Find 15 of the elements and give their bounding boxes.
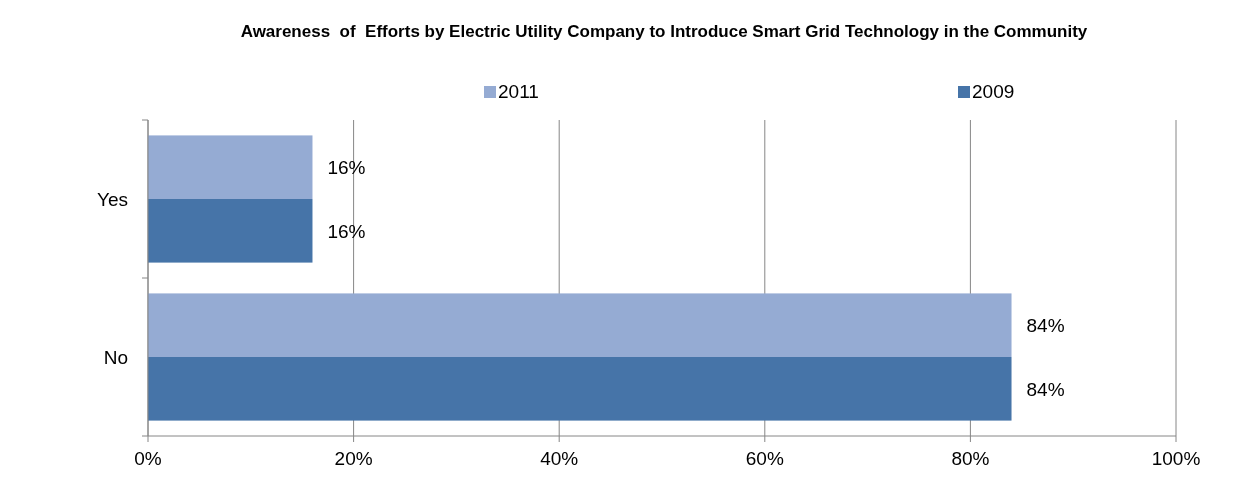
x-tick-label: 20%	[334, 448, 373, 469]
y-tick-label: No	[103, 347, 128, 368]
x-tick-label: 60%	[745, 448, 784, 469]
x-tick-label: 100%	[1151, 448, 1201, 469]
legend-label: 2011	[498, 81, 539, 102]
data-label: 16%	[327, 220, 366, 242]
legend-label: 2009	[972, 81, 1015, 102]
x-tick-label: 0%	[134, 448, 162, 469]
data-label: 16%	[327, 157, 366, 179]
y-tick-label: Yes	[97, 189, 128, 210]
chart-title: Awareness of Efforts by Electric Utility Company to Introduce Smart Grid Technology in the Community	[240, 22, 1088, 41]
data-label: 84%	[1026, 378, 1065, 400]
x-tick-label: 40%	[540, 448, 579, 469]
x-tick-label: 80%	[951, 448, 990, 469]
data-label: 84%	[1026, 315, 1065, 337]
